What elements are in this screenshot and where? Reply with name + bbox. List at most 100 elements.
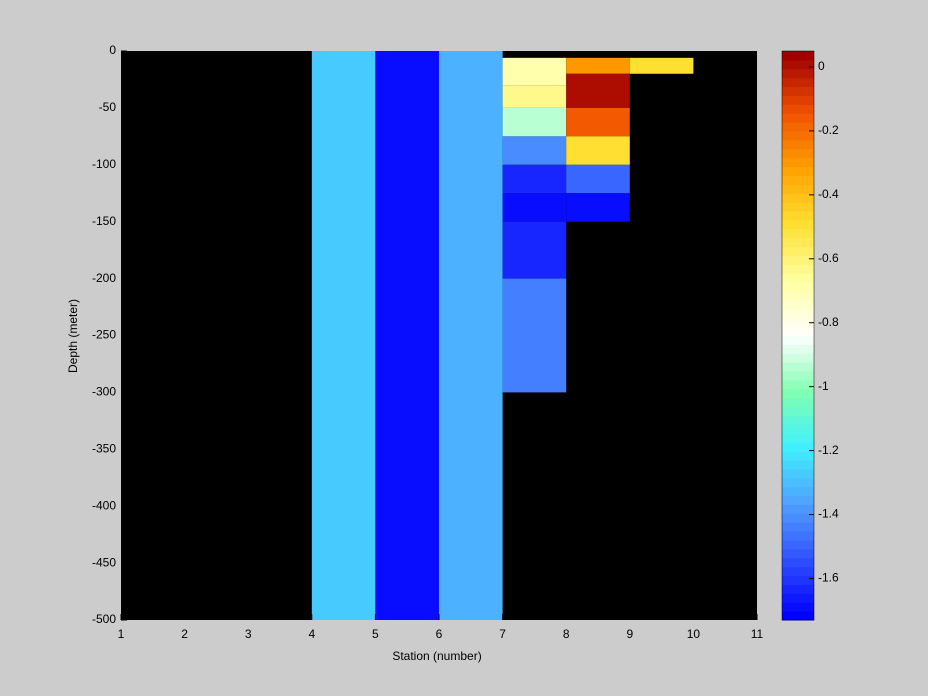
colorbar-step — [782, 353, 814, 363]
heat-cell — [566, 73, 630, 108]
colorbar-step — [782, 59, 814, 70]
colorbar-tick-label: -1.4 — [818, 507, 839, 521]
x-tick-label: 6 — [436, 627, 443, 641]
x-tick-label: 4 — [308, 627, 315, 641]
heat-cell — [566, 193, 630, 222]
colorbar-step — [782, 468, 814, 479]
y-tick-label: -400 — [92, 498, 116, 512]
colorbar-step — [782, 299, 814, 310]
colorbar-step — [782, 86, 814, 96]
colorbar-step — [782, 397, 814, 408]
x-tick-label: 10 — [687, 627, 701, 641]
colorbar-tick-label: -0.4 — [818, 187, 839, 201]
colorbar-step — [782, 51, 814, 61]
colorbar-step — [782, 326, 814, 336]
colorbar-step — [782, 122, 814, 132]
heat-cell — [629, 57, 694, 74]
colorbar-step — [782, 362, 814, 372]
colorbar-step — [782, 246, 814, 256]
colorbar-step — [782, 388, 814, 399]
y-tick-label: -500 — [92, 612, 116, 626]
colorbar-step — [782, 504, 814, 514]
colorbar-step — [782, 477, 814, 488]
colorbar-step — [782, 442, 814, 452]
colorbar-step — [782, 77, 814, 88]
colorbar-step — [782, 264, 814, 274]
heat-cell — [566, 136, 630, 165]
colorbar-step — [782, 291, 814, 301]
colorbar-step — [782, 539, 814, 550]
colorbar-step — [782, 557, 814, 568]
colorbar-frame — [781, 50, 815, 621]
colorbar-step — [782, 193, 814, 203]
colorbar-step — [782, 459, 814, 470]
heat-cell — [502, 164, 567, 194]
y-tick-label: -350 — [92, 441, 116, 455]
colorbar-step — [782, 282, 814, 292]
colorbar-step — [782, 495, 814, 505]
colorbar-step — [782, 131, 814, 141]
colorbar-step — [782, 148, 814, 159]
heat-cell — [502, 85, 567, 108]
heat-cell — [439, 51, 503, 620]
y-tick-label: -100 — [92, 157, 116, 171]
y-tick-label: -200 — [92, 271, 116, 285]
colorbar-tick-label: -1.2 — [818, 443, 839, 457]
colorbar-step — [782, 433, 814, 443]
x-tick-label: 5 — [372, 627, 379, 641]
colorbar-step — [782, 175, 814, 185]
colorbar-step — [782, 237, 814, 248]
colorbar: 0 -0.2 -0.4 -0.6 -0.8 -1 -1.2 -1.4 -1.6 — [781, 50, 839, 621]
colorbar-step — [782, 317, 814, 328]
x-axis-label: Station (number) — [392, 649, 481, 663]
y-tick-label: 0 — [109, 43, 116, 57]
colorbar-tick-label: -0.6 — [818, 251, 839, 265]
colorbar-step — [782, 424, 814, 434]
colorbar-step — [782, 139, 814, 150]
colorbar-step — [782, 486, 814, 497]
colorbar-step — [782, 379, 814, 390]
colorbar-step — [782, 104, 814, 114]
y-tick-label: -450 — [92, 555, 116, 569]
colorbar-step — [782, 575, 814, 585]
x-tick-label: 8 — [563, 627, 570, 641]
colorbar-step — [782, 184, 814, 194]
x-tick-label: 11 — [751, 627, 764, 641]
colorbar-step — [782, 113, 814, 123]
colorbar-step — [782, 584, 814, 594]
heat-cell — [566, 107, 630, 137]
heat-cell — [502, 221, 567, 279]
x-tick-label: 3 — [245, 627, 252, 641]
heat-cell — [566, 164, 630, 194]
heat-cell — [375, 51, 439, 620]
colorbar-step — [782, 415, 814, 425]
y-tick-label: -300 — [92, 385, 116, 399]
colorbar-step — [782, 611, 814, 621]
colorbar-tick-label: -1 — [818, 379, 829, 393]
colorbar-tick-label: -0.8 — [818, 315, 839, 329]
heat-cell — [502, 57, 567, 86]
y-tick-label: -150 — [92, 214, 116, 228]
colorbar-tick-label: 0 — [818, 59, 825, 73]
colorbar-step — [782, 522, 814, 532]
colorbar-step — [782, 371, 814, 381]
colorbar-step — [782, 219, 814, 230]
colorbar-step — [782, 531, 814, 541]
x-tick-label: 1 — [118, 627, 125, 641]
colorbar-step — [782, 211, 814, 221]
heat-cell — [502, 107, 567, 137]
colorbar-tick-label: -0.2 — [818, 123, 839, 137]
colorbar-step — [782, 157, 814, 168]
colorbar-step — [782, 68, 814, 79]
x-tick-label: 2 — [181, 627, 188, 641]
y-axis-label: Depth (meter) — [66, 299, 80, 373]
colorbar-step — [782, 308, 814, 319]
colorbar-step — [782, 166, 814, 176]
colorbar-step — [782, 406, 814, 417]
y-tick-label: -250 — [92, 328, 116, 342]
x-tick-label: 7 — [499, 627, 506, 641]
colorbar-step — [782, 273, 814, 283]
colorbar-step — [782, 566, 814, 577]
